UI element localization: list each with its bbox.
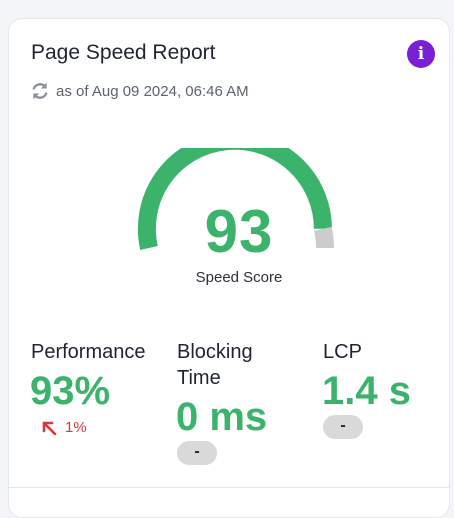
gauge-remainder-arc: [314, 226, 334, 249]
page-speed-card: Page Speed Report i as of Aug 09 2024, 0…: [8, 18, 450, 518]
speed-score-label: Speed Score: [195, 269, 283, 286]
speed-score-value: 93: [204, 198, 274, 265]
as-of-timestamp: as of Aug 09 2024, 06:46 AM: [56, 82, 249, 100]
performance-trend: 1%: [41, 419, 87, 436]
blocking-time-value: 0 ms: [176, 395, 268, 439]
lcp-label: LCP: [323, 341, 362, 363]
lcp-value: 1.4 s: [322, 369, 411, 413]
blocking-time-badge: -: [177, 441, 217, 465]
performance-value: 93%: [30, 369, 111, 413]
performance-trend-value: 1%: [65, 419, 87, 436]
speed-score-gauge: [137, 148, 334, 250]
blocking-time-label: Blocking Time: [177, 341, 253, 389]
card-title: Page Speed Report: [31, 41, 216, 64]
lcp-badge: -: [323, 415, 363, 439]
card-divider: [9, 487, 449, 488]
arrow-up-left-icon: [42, 421, 57, 435]
as-of-row: as of Aug 09 2024, 06:46 AM: [30, 81, 249, 101]
refresh-icon[interactable]: [30, 81, 50, 101]
gauge-good-arc: [137, 148, 332, 250]
performance-label: Performance: [31, 341, 146, 363]
info-icon[interactable]: i: [407, 40, 435, 68]
